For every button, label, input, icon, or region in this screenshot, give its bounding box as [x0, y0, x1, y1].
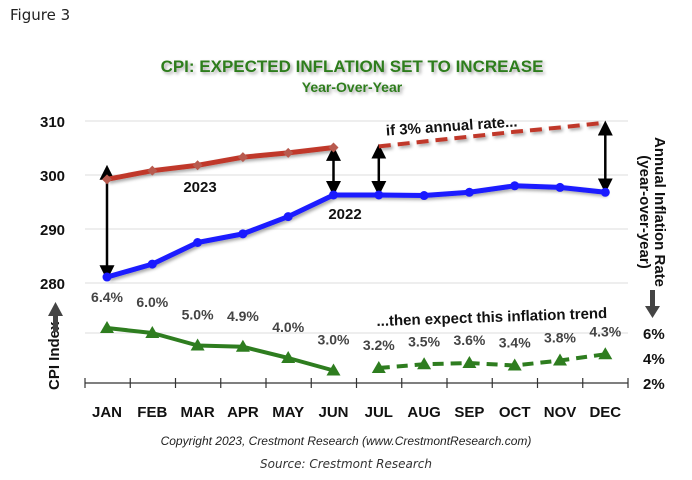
up-arrow-icon: [48, 302, 63, 332]
actual-inflation-line: [106, 326, 335, 373]
data-point: [193, 238, 203, 247]
inflation-point: [507, 358, 522, 371]
expected-inflation-line: [378, 352, 606, 370]
inflation-point: [100, 321, 114, 333]
inflation-point: [417, 357, 432, 370]
inflation-point: [281, 351, 296, 363]
inflation-point: [145, 326, 160, 338]
month-label: MAY: [272, 404, 304, 421]
figure-label: Figure 3: [10, 6, 71, 24]
gridlines: [85, 120, 628, 334]
chart-subtitle: Year-Over-Year: [302, 79, 403, 95]
cpi-tick-label: 310: [40, 114, 65, 131]
month-label: NOV: [544, 404, 577, 421]
data-point: [102, 174, 112, 185]
inflation-point: [326, 363, 341, 376]
inflation-point: [462, 356, 477, 368]
rate-axis-subtitle: (year-over-year): [636, 155, 653, 268]
projection-label: if 3% annual rate...: [385, 113, 518, 139]
rate-tick-label: 2%: [643, 376, 665, 393]
data-point: [374, 190, 384, 200]
month-label: SEP: [454, 404, 484, 421]
rate-axis-ticks: 6% 4% 2%: [643, 326, 665, 393]
inflation-label: 6.4%: [91, 289, 123, 305]
series-lines: [102, 120, 610, 282]
rate-tick-label: 4%: [643, 351, 665, 368]
cpi-tick-label: 280: [40, 276, 65, 293]
cpi-axis-title: CPI Index: [46, 321, 63, 390]
x-axis: JAN FEB MAR APR MAY JUN JUL AUG SEP OCT NOV DEC: [84, 378, 629, 421]
inflation-label: 4.9%: [227, 308, 259, 324]
data-point: [283, 212, 293, 222]
data-point: [237, 152, 248, 163]
data-point: [555, 182, 565, 192]
inflation-point: [371, 361, 386, 373]
inflation-point: [190, 338, 205, 351]
data-point: [192, 160, 203, 171]
inflation-point: [235, 339, 250, 352]
month-label: AUG: [407, 404, 440, 421]
inflation-point: [598, 347, 613, 360]
month-label: JUL: [365, 404, 393, 421]
inflation-label: 3.4%: [499, 335, 531, 351]
gap-arrows: [99, 120, 613, 281]
data-point: [328, 142, 339, 153]
cpi-tick-label: 290: [40, 222, 65, 239]
data-point: [329, 190, 338, 200]
data-point: [147, 259, 157, 269]
month-label: APR: [227, 404, 259, 421]
data-point: [600, 187, 610, 197]
data-point: [510, 181, 520, 191]
series-line-2022: [106, 183, 606, 280]
data-point: [238, 229, 248, 239]
data-point: [419, 191, 429, 201]
copyright-text: Copyright 2023, Crestmont Research (www.…: [160, 434, 532, 448]
month-label: OCT: [499, 404, 531, 421]
cpi-tick-label: 300: [40, 168, 65, 185]
cpi-axis-ticks: 310 300 290 280: [40, 114, 65, 293]
inflation-label: 3.2%: [363, 337, 395, 353]
rate-tick-label: 6%: [643, 326, 665, 343]
inflation-label: 6.0%: [136, 294, 168, 310]
inflation-label: 3.6%: [453, 332, 485, 348]
trend-label: ...then expect this inflation trend: [376, 305, 607, 330]
month-label: MAR: [181, 404, 215, 421]
inflation-lines: 6.4% 6.0% 5.0% 4.9% 4.0% 3.0% 3.2% 3.5% 3.6% 3.4%…: [91, 289, 622, 376]
series-line-2023: [106, 144, 334, 182]
label-2022: 2022: [328, 206, 361, 223]
month-label: JUN: [318, 404, 348, 421]
data-point: [283, 147, 294, 158]
inflation-point: [553, 353, 567, 366]
inflation-label: 5.0%: [182, 307, 214, 323]
data-point: [147, 165, 158, 176]
source-text: Source: Crestmont Research: [260, 457, 432, 471]
month-label: JAN: [92, 404, 122, 421]
inflation-label: 4.0%: [272, 319, 304, 335]
inflation-label: 4.3%: [589, 323, 621, 339]
month-label: FEB: [137, 404, 167, 421]
inflation-label: 3.0%: [318, 332, 350, 348]
month-label: DEC: [589, 404, 621, 421]
inflation-label: 3.5%: [408, 333, 440, 349]
chart-title: CPI: EXPECTED INFLATION SET TO INCREASE: [161, 57, 544, 76]
inflation-label: 3.8%: [544, 330, 576, 346]
down-arrow-icon: [645, 290, 660, 318]
data-point: [464, 187, 474, 197]
data-point: [102, 272, 112, 282]
rate-axis-title: Annual Inflation Rate: [651, 137, 668, 287]
label-2023: 2023: [183, 179, 216, 196]
cpi-chart: CPI: EXPECTED INFLATION SET TO INCREASE …: [40, 57, 668, 421]
